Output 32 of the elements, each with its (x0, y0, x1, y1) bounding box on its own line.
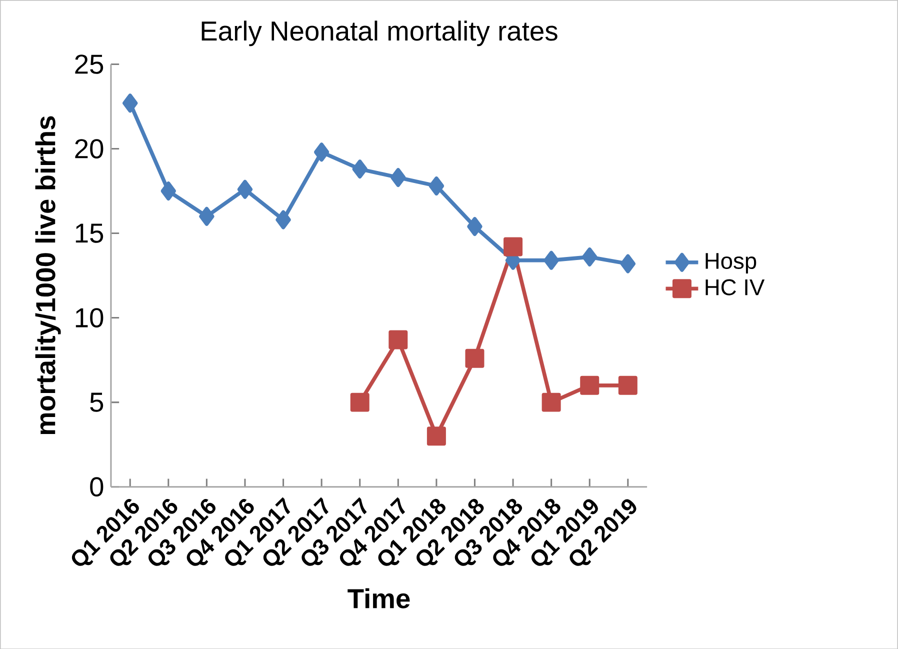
point (467, 216, 482, 236)
point (504, 237, 523, 256)
legend-label: Hosp (706, 252, 756, 274)
y-tick-label: 10 (76, 308, 104, 328)
point (314, 142, 330, 162)
point (388, 330, 408, 350)
point (199, 206, 214, 226)
y-tick-label: 0 (90, 476, 104, 496)
point (426, 426, 446, 446)
y-tick-label: 20 (75, 138, 104, 158)
point (276, 210, 291, 230)
point (618, 376, 638, 395)
point (390, 168, 406, 187)
point (350, 392, 370, 412)
chart-title: Early Neonatal mortality rates (202, 20, 558, 46)
point (542, 392, 561, 412)
point (582, 247, 598, 266)
y-tick-label: 25 (75, 54, 104, 74)
point (428, 176, 444, 196)
point (160, 181, 176, 200)
point (620, 254, 636, 274)
point (544, 250, 559, 270)
point (352, 159, 368, 178)
point (580, 376, 600, 395)
x-axis-title: Time (348, 588, 410, 608)
point (237, 180, 253, 199)
y-tick-label: 15 (76, 224, 104, 243)
legend-label: HC IV (706, 279, 765, 296)
point (122, 93, 138, 112)
y-axis-title: mortality/1000 live births (35, 116, 61, 434)
point (465, 348, 484, 368)
y-tick-label: 5 (90, 392, 104, 412)
